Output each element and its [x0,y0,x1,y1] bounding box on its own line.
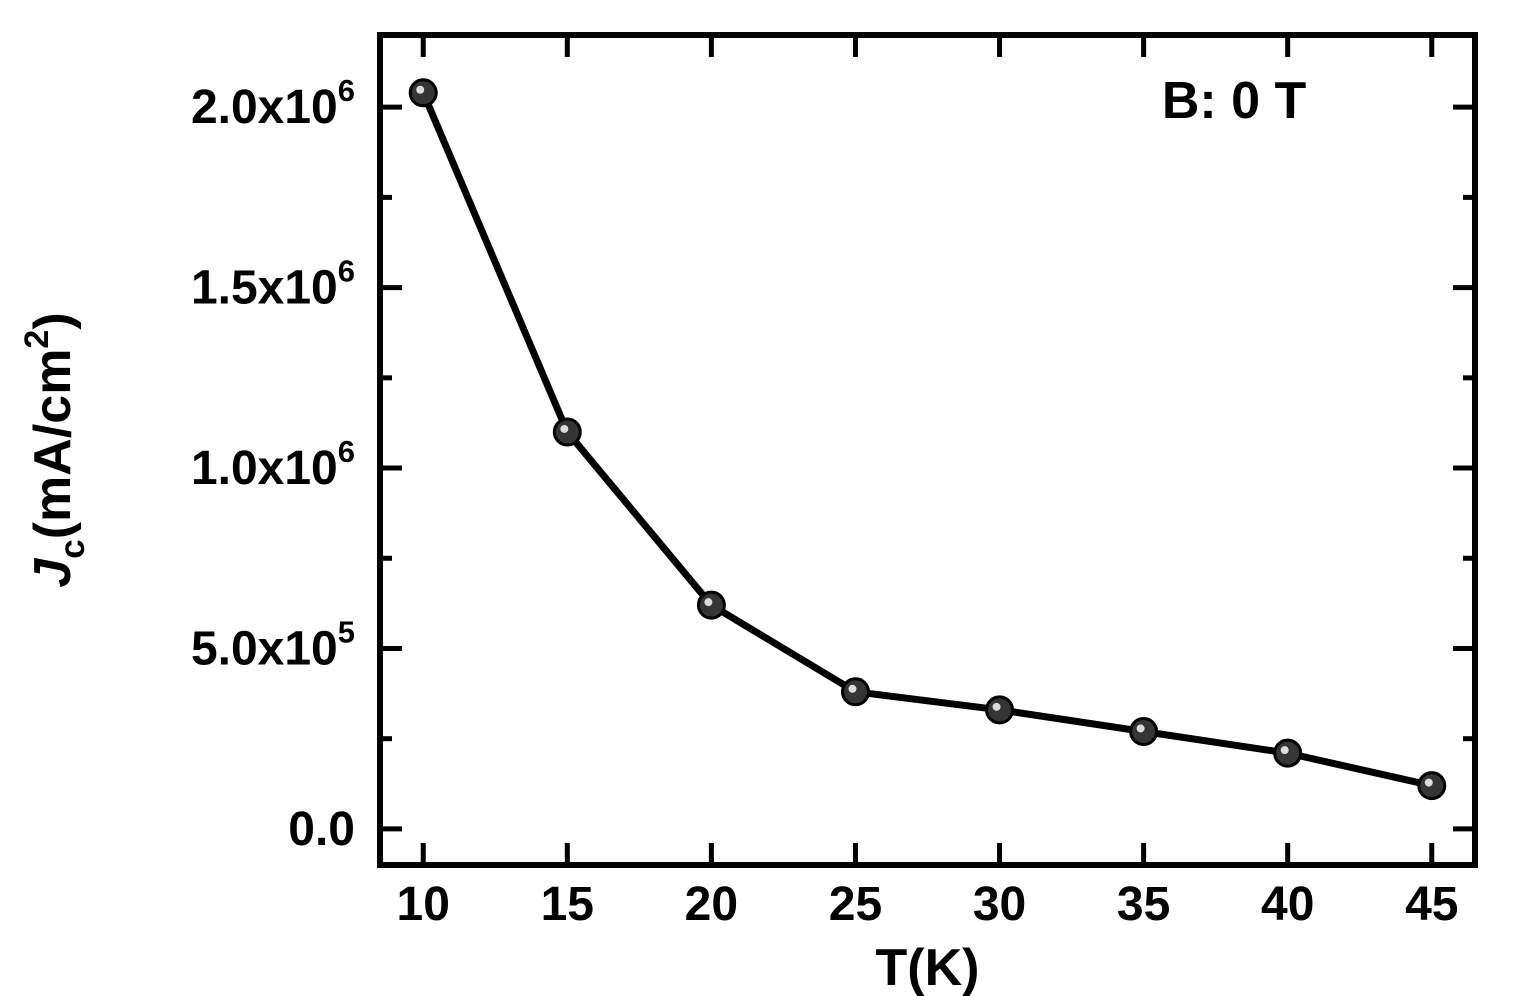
y-tick-label: 5.0x105 [191,614,355,675]
x-tick-label: 45 [1405,878,1458,931]
data-marker [554,419,580,445]
chart-container: 10 15 20 25 30 35 40 45 T(K) 0.0 5.0x105 1.0x106 1.5… [0,0,1527,996]
data-marker-highlight [1425,779,1433,787]
data-marker [987,697,1013,723]
x-tick-label: 10 [397,878,450,931]
x-tick-label: 40 [1261,878,1314,931]
data-marker-highlight [1137,724,1145,732]
x-tick-label: 35 [1117,878,1170,931]
y-axis-title: Jc(mA/cm2) [18,312,92,587]
x-tick-label: 30 [973,878,1026,931]
data-marker [1419,773,1445,799]
data-marker [1131,718,1157,744]
x-axis-title: T(K) [876,939,980,996]
chart-svg: 10 15 20 25 30 35 40 45 T(K) 0.0 5.0x105 1.0x106 1.5… [0,0,1527,996]
data-marker-highlight [560,425,568,433]
x-tick-label: 25 [829,878,882,931]
data-marker [1275,740,1301,766]
data-marker [698,592,724,618]
y-tick-label: 1.0x106 [191,434,355,495]
data-marker [410,80,436,106]
data-marker-highlight [416,86,424,94]
data-marker-highlight [848,685,856,693]
y-tick-label: 0.0 [288,803,355,856]
data-marker-highlight [993,703,1001,711]
x-tick-label: 15 [541,878,594,931]
y-tick-label: 1.5x106 [191,254,355,315]
plot-frame [380,35,1475,865]
data-marker-highlight [1281,746,1289,754]
y-tick-label: 2.0x106 [191,73,355,134]
data-marker [842,679,868,705]
x-tick-label: 20 [685,878,738,931]
annotation-text: B: 0 T [1162,72,1307,130]
data-marker-highlight [704,598,712,606]
